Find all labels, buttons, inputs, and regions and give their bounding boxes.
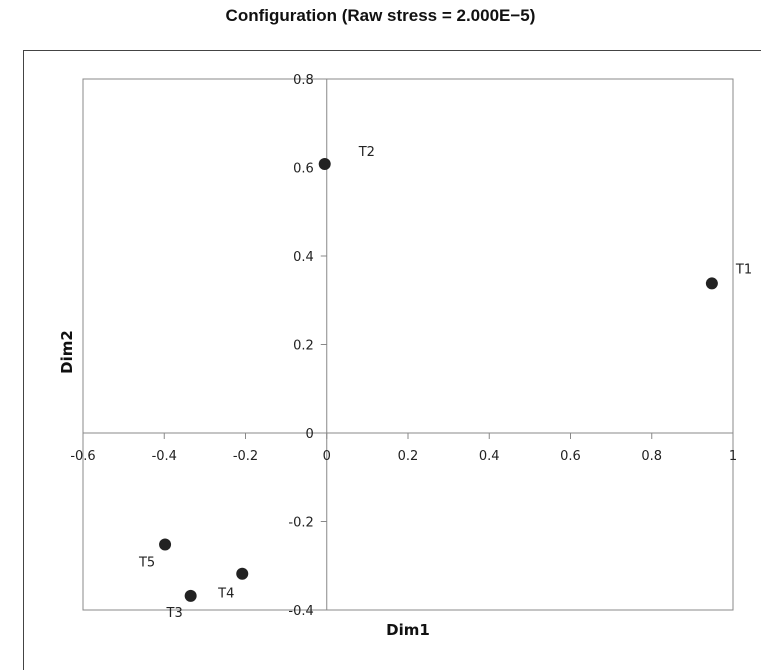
chart-frame (23, 50, 761, 670)
axes: -0.6 -0.4 -0.2 0 0.2 0.4 0.6 0.8 1 -0.4 -0.2 0 0.2 0.… (70, 73, 737, 619)
y-tick-label: 0.4 (293, 250, 314, 265)
data-point-t3 (184, 589, 197, 602)
x-tick-label: 0.8 (641, 449, 662, 464)
y-tick-label: 0.6 (293, 162, 314, 177)
x-tick-label: 0.2 (398, 449, 419, 464)
x-tick-label: 0 (323, 449, 331, 464)
x-axis-label: Dim1 (386, 621, 430, 639)
data-point-t2 (318, 157, 331, 170)
y-tick-label: -0.4 (288, 604, 313, 619)
point-label-t1: T1 (735, 262, 752, 277)
y-tick-label: 0.2 (293, 339, 314, 354)
point-label-t3: T3 (166, 606, 183, 621)
chart-title: Configuration (Raw stress = 2.000E−5) (225, 6, 536, 25)
point-label-t4: T4 (217, 587, 234, 602)
data-point-t4 (236, 567, 249, 580)
y-tick-label: -0.2 (288, 516, 313, 531)
point-label-t5: T5 (138, 556, 155, 571)
point-label-t2: T2 (358, 145, 375, 160)
y-tick-label: 0 (305, 427, 313, 442)
data-point-t5 (159, 538, 172, 551)
x-tick-label: 0.4 (479, 449, 500, 464)
y-axis-label: Dim2 (58, 330, 76, 374)
x-tick-label: 0.6 (560, 449, 581, 464)
x-tick-label: -0.2 (233, 449, 258, 464)
x-tick-label: -0.6 (70, 449, 95, 464)
x-tick-label: -0.4 (152, 449, 177, 464)
data-point-t1 (705, 277, 718, 290)
x-tick-label: 1 (729, 449, 737, 464)
y-tick-label: 0.8 (293, 73, 314, 88)
data-points: T1 T2 T3 T4 T5 (138, 145, 752, 621)
plot-area-border (82, 78, 734, 611)
